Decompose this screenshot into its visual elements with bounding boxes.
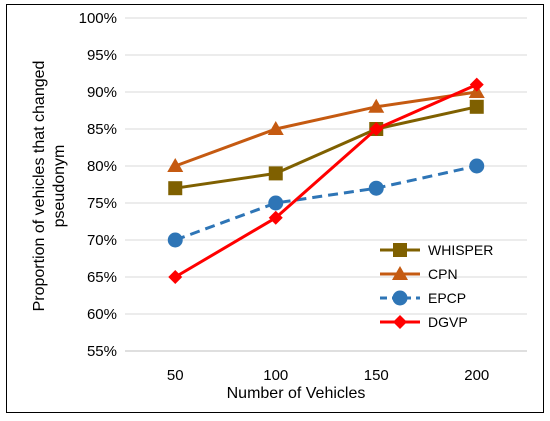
data-point-cpn <box>267 121 284 135</box>
y-tick-label: 85% <box>87 121 117 138</box>
legend-marker-epcp <box>392 290 408 306</box>
data-point-epcp <box>368 180 384 196</box>
data-point-dgvp <box>168 270 183 284</box>
x-tick-labels: 50 100 150 200 <box>167 367 489 384</box>
legend-label-cpn: CPN <box>428 266 458 282</box>
y-axis-title-line-1: Proportion of vehicles that changed <box>31 61 48 312</box>
series-line-whisper <box>175 105 478 190</box>
legend-label-whisper: WHISPER <box>428 242 493 258</box>
legend-marker-cpn <box>392 266 408 280</box>
y-tick-label: 65% <box>87 269 117 286</box>
legend-label-dgvp: DGVP <box>428 314 468 330</box>
data-point-dgvp <box>268 210 283 225</box>
y-tick-label: 90% <box>87 84 117 101</box>
y-tick-label: 60% <box>87 306 117 323</box>
legend-label-epcp: EPCP <box>428 290 466 306</box>
series-line-cpn <box>174 90 477 168</box>
legend-item-epcp: EPCP <box>380 290 466 306</box>
legend-marker-dgvp <box>393 315 407 329</box>
y-axis-title: Proportion of vehicles that changed pseu… <box>31 61 68 312</box>
x-axis-title: Number of Vehicles <box>227 385 366 402</box>
legend-item-whisper: WHISPER <box>380 242 493 258</box>
data-point-whisper <box>469 99 484 114</box>
series-cpn <box>167 84 485 172</box>
y-tick-labels: 55% 60% 65% 70% 75% 80% 85% 90% 95% 100% <box>79 10 117 360</box>
series-line-dgvp <box>174 83 478 279</box>
x-tick-label: 100 <box>263 367 288 384</box>
data-point-dgvp <box>369 122 384 136</box>
y-tick-label: 100% <box>79 10 117 27</box>
series-dgvp <box>168 77 484 284</box>
series-line-epcp <box>174 164 478 242</box>
data-point-dgvp <box>469 77 484 92</box>
legend-item-cpn: CPN <box>380 266 458 282</box>
series-group <box>167 77 485 284</box>
gridlines <box>125 17 527 352</box>
data-point-whisper <box>168 181 183 196</box>
y-tick-label: 75% <box>87 195 117 212</box>
y-tick-label: 55% <box>87 343 117 360</box>
legend-item-dgvp: DGVP <box>380 314 468 330</box>
y-axis-title-line-2: pseudonym <box>51 145 68 228</box>
data-point-cpn <box>368 98 385 113</box>
data-point-epcp <box>469 158 485 174</box>
data-point-epcp <box>167 232 183 248</box>
x-tick-label: 200 <box>464 367 489 384</box>
y-tick-label: 70% <box>87 232 117 249</box>
data-point-whisper <box>268 166 283 181</box>
y-tick-label: 95% <box>87 47 117 64</box>
data-point-epcp <box>268 195 284 211</box>
legend-marker-whisper <box>393 243 407 257</box>
data-point-cpn <box>167 158 184 172</box>
legend: WHISPER CPN EPCP DGVP <box>380 242 493 330</box>
x-tick-label: 150 <box>364 367 389 384</box>
series-whisper <box>168 99 484 196</box>
series-epcp <box>167 158 485 248</box>
y-tick-label: 80% <box>87 158 117 175</box>
x-tick-label: 50 <box>167 367 184 384</box>
